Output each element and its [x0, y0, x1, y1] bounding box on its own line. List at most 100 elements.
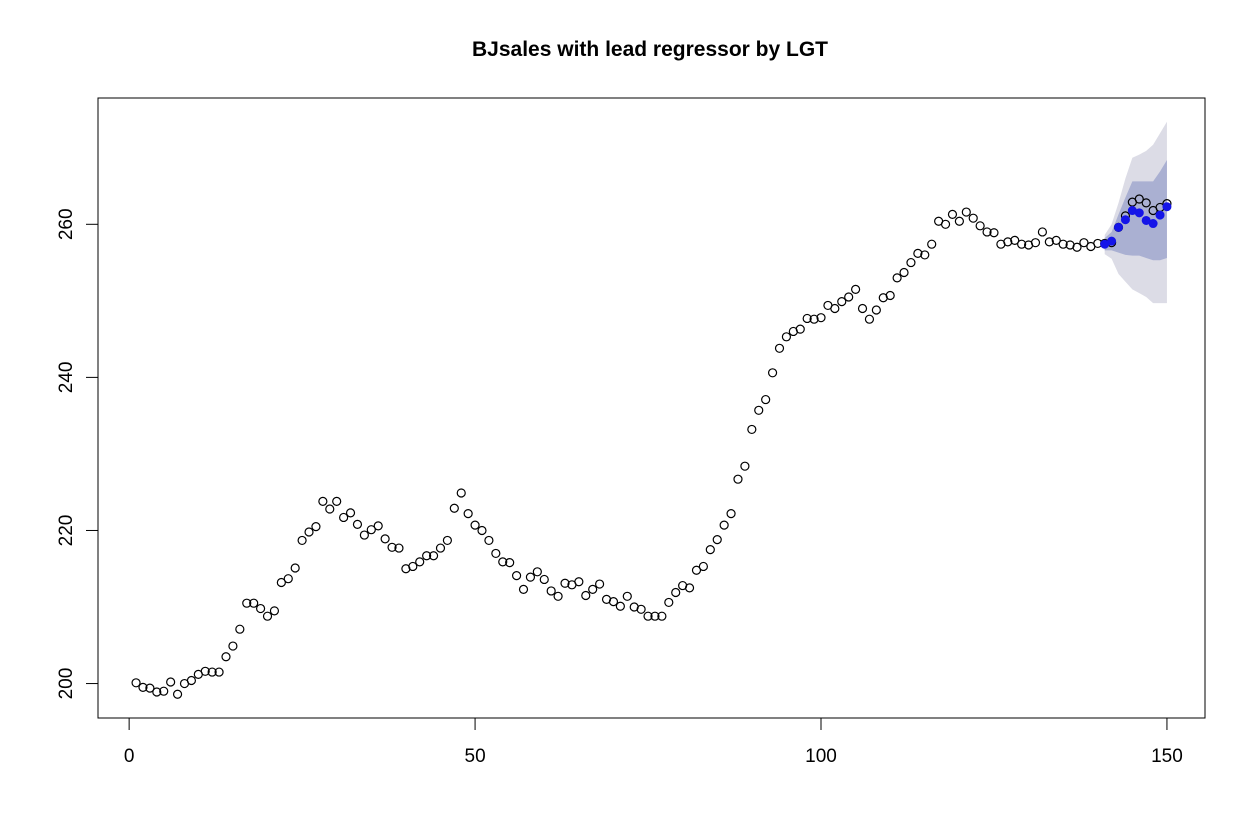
- data-point: [325, 504, 335, 514]
- data-point: [871, 305, 881, 315]
- data-point: [435, 543, 446, 553]
- data-point: [491, 548, 501, 559]
- data-point: [622, 591, 632, 601]
- data-point: [767, 368, 778, 378]
- data-point: [484, 535, 494, 546]
- data-point: [546, 586, 556, 596]
- data-point: [415, 557, 425, 567]
- data-point: [733, 474, 743, 484]
- data-point: [262, 611, 273, 621]
- data-point: [428, 551, 439, 561]
- y-tick-label: 260: [56, 208, 77, 240]
- data-point: [989, 228, 999, 238]
- data-point: [297, 535, 307, 546]
- data-point: [982, 227, 992, 237]
- data-point: [754, 405, 764, 415]
- forecast-point: [1148, 219, 1158, 229]
- data-point: [581, 590, 591, 601]
- forecast-point: [1114, 222, 1124, 232]
- data-point: [698, 561, 708, 572]
- data-point: [1017, 239, 1027, 249]
- data-point: [671, 587, 681, 598]
- data-point: [885, 290, 895, 301]
- data-point: [781, 332, 792, 342]
- data-point: [857, 303, 868, 314]
- data-point: [332, 496, 342, 506]
- data-point: [498, 557, 508, 567]
- data-point: [1134, 194, 1144, 204]
- data-point: [214, 667, 224, 677]
- data-point: [712, 535, 722, 545]
- forecast-point: [1162, 202, 1172, 212]
- data-point: [1044, 237, 1054, 247]
- data-point: [276, 577, 286, 588]
- data-point: [1072, 242, 1082, 252]
- data-point: [657, 611, 667, 621]
- data-point: [186, 675, 197, 686]
- data-point: [1058, 239, 1068, 249]
- data-point: [345, 508, 356, 518]
- data-point: [643, 611, 653, 621]
- data-point: [864, 314, 875, 324]
- data-point: [608, 597, 619, 607]
- data-point: [387, 542, 397, 552]
- data-point: [290, 563, 300, 573]
- data-point: [518, 584, 529, 595]
- data-point: [615, 601, 625, 611]
- data-point: [422, 551, 432, 561]
- data-point: [1037, 227, 1048, 237]
- chart-title: BJsales with lead regressor by LGT: [472, 38, 828, 61]
- data-point: [477, 525, 487, 536]
- y-tick-label: 240: [56, 362, 77, 394]
- data-point: [892, 273, 902, 283]
- data-point: [145, 683, 155, 693]
- data-point: [975, 221, 985, 231]
- data-point: [166, 677, 176, 687]
- data-point: [899, 267, 909, 278]
- data-point: [906, 257, 916, 268]
- data-point: [366, 525, 376, 535]
- data-point: [802, 313, 812, 324]
- data-point: [913, 248, 923, 258]
- data-point: [539, 574, 549, 585]
- data-point: [705, 545, 715, 555]
- data-point: [311, 522, 321, 532]
- data-point: [525, 572, 536, 582]
- data-point: [1003, 237, 1013, 247]
- data-point: [255, 603, 266, 614]
- x-tick-label: 50: [465, 746, 486, 767]
- data-point: [684, 583, 695, 593]
- data-point: [809, 314, 819, 324]
- data-point: [408, 561, 418, 572]
- data-point: [249, 598, 259, 608]
- x-tick-label: 100: [805, 746, 837, 767]
- data-point: [449, 503, 459, 513]
- data-point: [588, 584, 598, 595]
- data-point: [574, 577, 584, 587]
- data-point: [532, 567, 542, 577]
- data-point: [920, 250, 930, 260]
- data-point: [304, 527, 314, 537]
- data-point: [242, 598, 252, 608]
- data-point: [159, 686, 169, 696]
- data-point: [152, 687, 162, 697]
- y-tick-label: 220: [56, 515, 77, 547]
- x-tick-label: 150: [1151, 746, 1183, 767]
- data-point: [352, 519, 363, 529]
- data-point: [228, 641, 238, 651]
- x-tick-label: 0: [124, 746, 135, 767]
- data-point: [1141, 198, 1151, 208]
- data-point: [830, 303, 840, 314]
- data-point: [463, 509, 473, 519]
- data-point: [553, 591, 563, 601]
- data-point: [795, 324, 805, 334]
- data-point: [940, 219, 951, 229]
- data-point: [131, 678, 141, 688]
- data-point: [664, 597, 674, 608]
- data-point: [1051, 235, 1061, 245]
- data-point: [456, 488, 466, 498]
- data-point: [740, 461, 750, 471]
- data-point: [470, 520, 480, 530]
- data-point: [373, 521, 383, 531]
